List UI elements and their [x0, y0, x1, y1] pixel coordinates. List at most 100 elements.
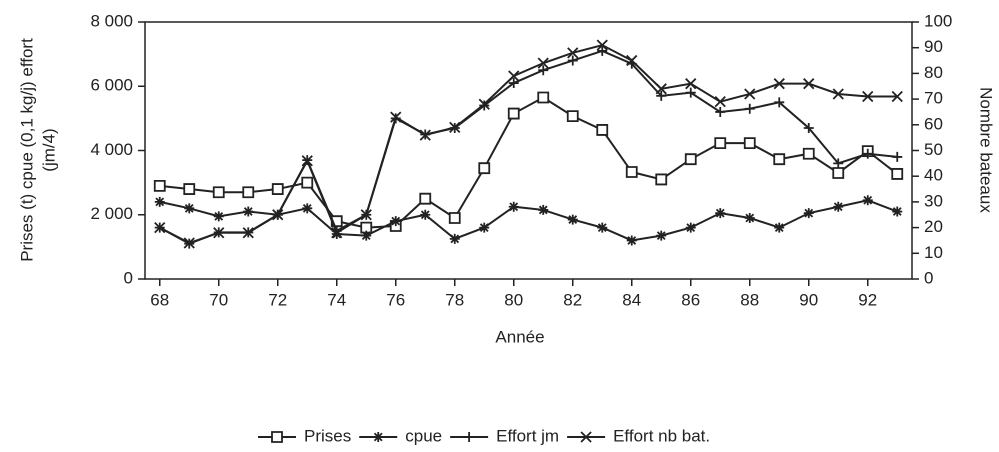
legend-label: Prises: [304, 426, 351, 445]
y2-tick-label: 90: [924, 37, 943, 56]
data-point: [478, 98, 490, 110]
data-point: [744, 212, 755, 223]
legend-marker: [580, 431, 592, 443]
y2-tick-label: 80: [924, 63, 943, 82]
y2-tick-label: 30: [924, 191, 943, 210]
data-point: [507, 107, 520, 120]
data-point: [242, 186, 255, 199]
data-point: [183, 183, 196, 195]
data-point: [154, 221, 166, 234]
x-tick-label: 68: [150, 290, 169, 309]
data-point: [685, 78, 697, 90]
data-point: [656, 230, 667, 241]
x-tick-label: 82: [563, 290, 582, 309]
data-point: [802, 147, 815, 160]
data-point: [538, 204, 549, 215]
data-point: [419, 192, 432, 205]
data-point: [833, 158, 844, 169]
y-tick-label: 8 000: [90, 11, 133, 30]
data-point: [655, 173, 668, 186]
legend-label: Effort jm: [496, 426, 559, 445]
data-point: [803, 78, 815, 90]
data-point: [892, 206, 903, 217]
data-point: [538, 65, 549, 76]
data-point: [714, 96, 726, 108]
y-axis-title: (jm/4): [39, 128, 58, 171]
data-point: [566, 110, 579, 123]
y2-tick-label: 40: [924, 166, 943, 185]
legend-marker: [373, 432, 384, 442]
data-point: [803, 208, 814, 219]
data-point: [803, 123, 814, 134]
data-point: [449, 121, 461, 134]
data-point: [891, 168, 904, 180]
data-point: [656, 90, 667, 101]
data-point: [420, 209, 431, 220]
data-point: [419, 129, 431, 141]
data-point: [449, 233, 460, 244]
x-tick-label: 78: [445, 290, 464, 309]
legend-label: Effort nb bat.: [613, 426, 710, 445]
data-point: [331, 227, 343, 239]
data-point: [743, 137, 756, 150]
data-point: [479, 100, 490, 111]
data-point: [271, 183, 284, 195]
data-point: [596, 39, 608, 51]
data-point: [862, 90, 874, 103]
x-tick-label: 86: [681, 290, 700, 309]
x-axis-title: Année: [495, 327, 544, 346]
data-point: [774, 222, 785, 233]
data-point: [626, 54, 638, 67]
data-point: [862, 148, 873, 159]
y2-tick-label: 60: [924, 114, 943, 133]
y-tick-label: 0: [124, 268, 133, 287]
data-point: [272, 209, 284, 221]
data-point: [625, 166, 638, 178]
legend-marker: [271, 431, 283, 443]
data-point: [744, 103, 755, 114]
y2-axis-title: Nombre bateaux: [977, 87, 996, 213]
data-point: [243, 206, 254, 217]
data-point: [891, 90, 903, 103]
x-tick-label: 72: [268, 290, 287, 309]
x-tick-label: 92: [858, 290, 877, 309]
data-point: [774, 97, 785, 108]
data-point: [508, 201, 519, 212]
y2-tick-label: 50: [924, 140, 943, 159]
data-point: [684, 153, 697, 166]
data-point: [183, 237, 195, 249]
data-point: [478, 162, 491, 175]
data-point: [685, 222, 696, 233]
series-line: [159, 199, 898, 242]
y2-tick-label: 0: [924, 268, 933, 287]
data-point: [567, 214, 578, 225]
data-point: [479, 222, 490, 233]
data-point: [832, 167, 845, 179]
data-point: [596, 124, 609, 136]
data-point: [744, 88, 756, 100]
x-tick-label: 70: [209, 290, 228, 309]
series-line: [159, 44, 898, 245]
data-point: [685, 87, 696, 98]
data-point: [301, 176, 314, 189]
legend-label: cpue: [405, 426, 442, 445]
y-tick-label: 4 000: [90, 140, 133, 159]
data-point: [508, 78, 519, 89]
y2-tick-label: 10: [924, 243, 943, 262]
data-point: [213, 227, 225, 239]
legend-marker: [464, 432, 475, 442]
data-point: [302, 203, 313, 214]
data-point: [360, 209, 372, 221]
data-point: [301, 155, 313, 167]
data-point: [537, 91, 550, 104]
y-axis-title: Prises (t) cpue (0,1 kg/j) effort: [17, 38, 36, 262]
data-point: [390, 111, 402, 123]
x-tick-label: 80: [504, 290, 523, 309]
data-point: [154, 196, 165, 207]
x-tick-label: 76: [386, 290, 405, 309]
data-point: [655, 83, 667, 95]
data-point: [448, 212, 461, 224]
data-point: [715, 208, 726, 219]
data-point: [597, 222, 608, 233]
data-point: [832, 88, 844, 100]
